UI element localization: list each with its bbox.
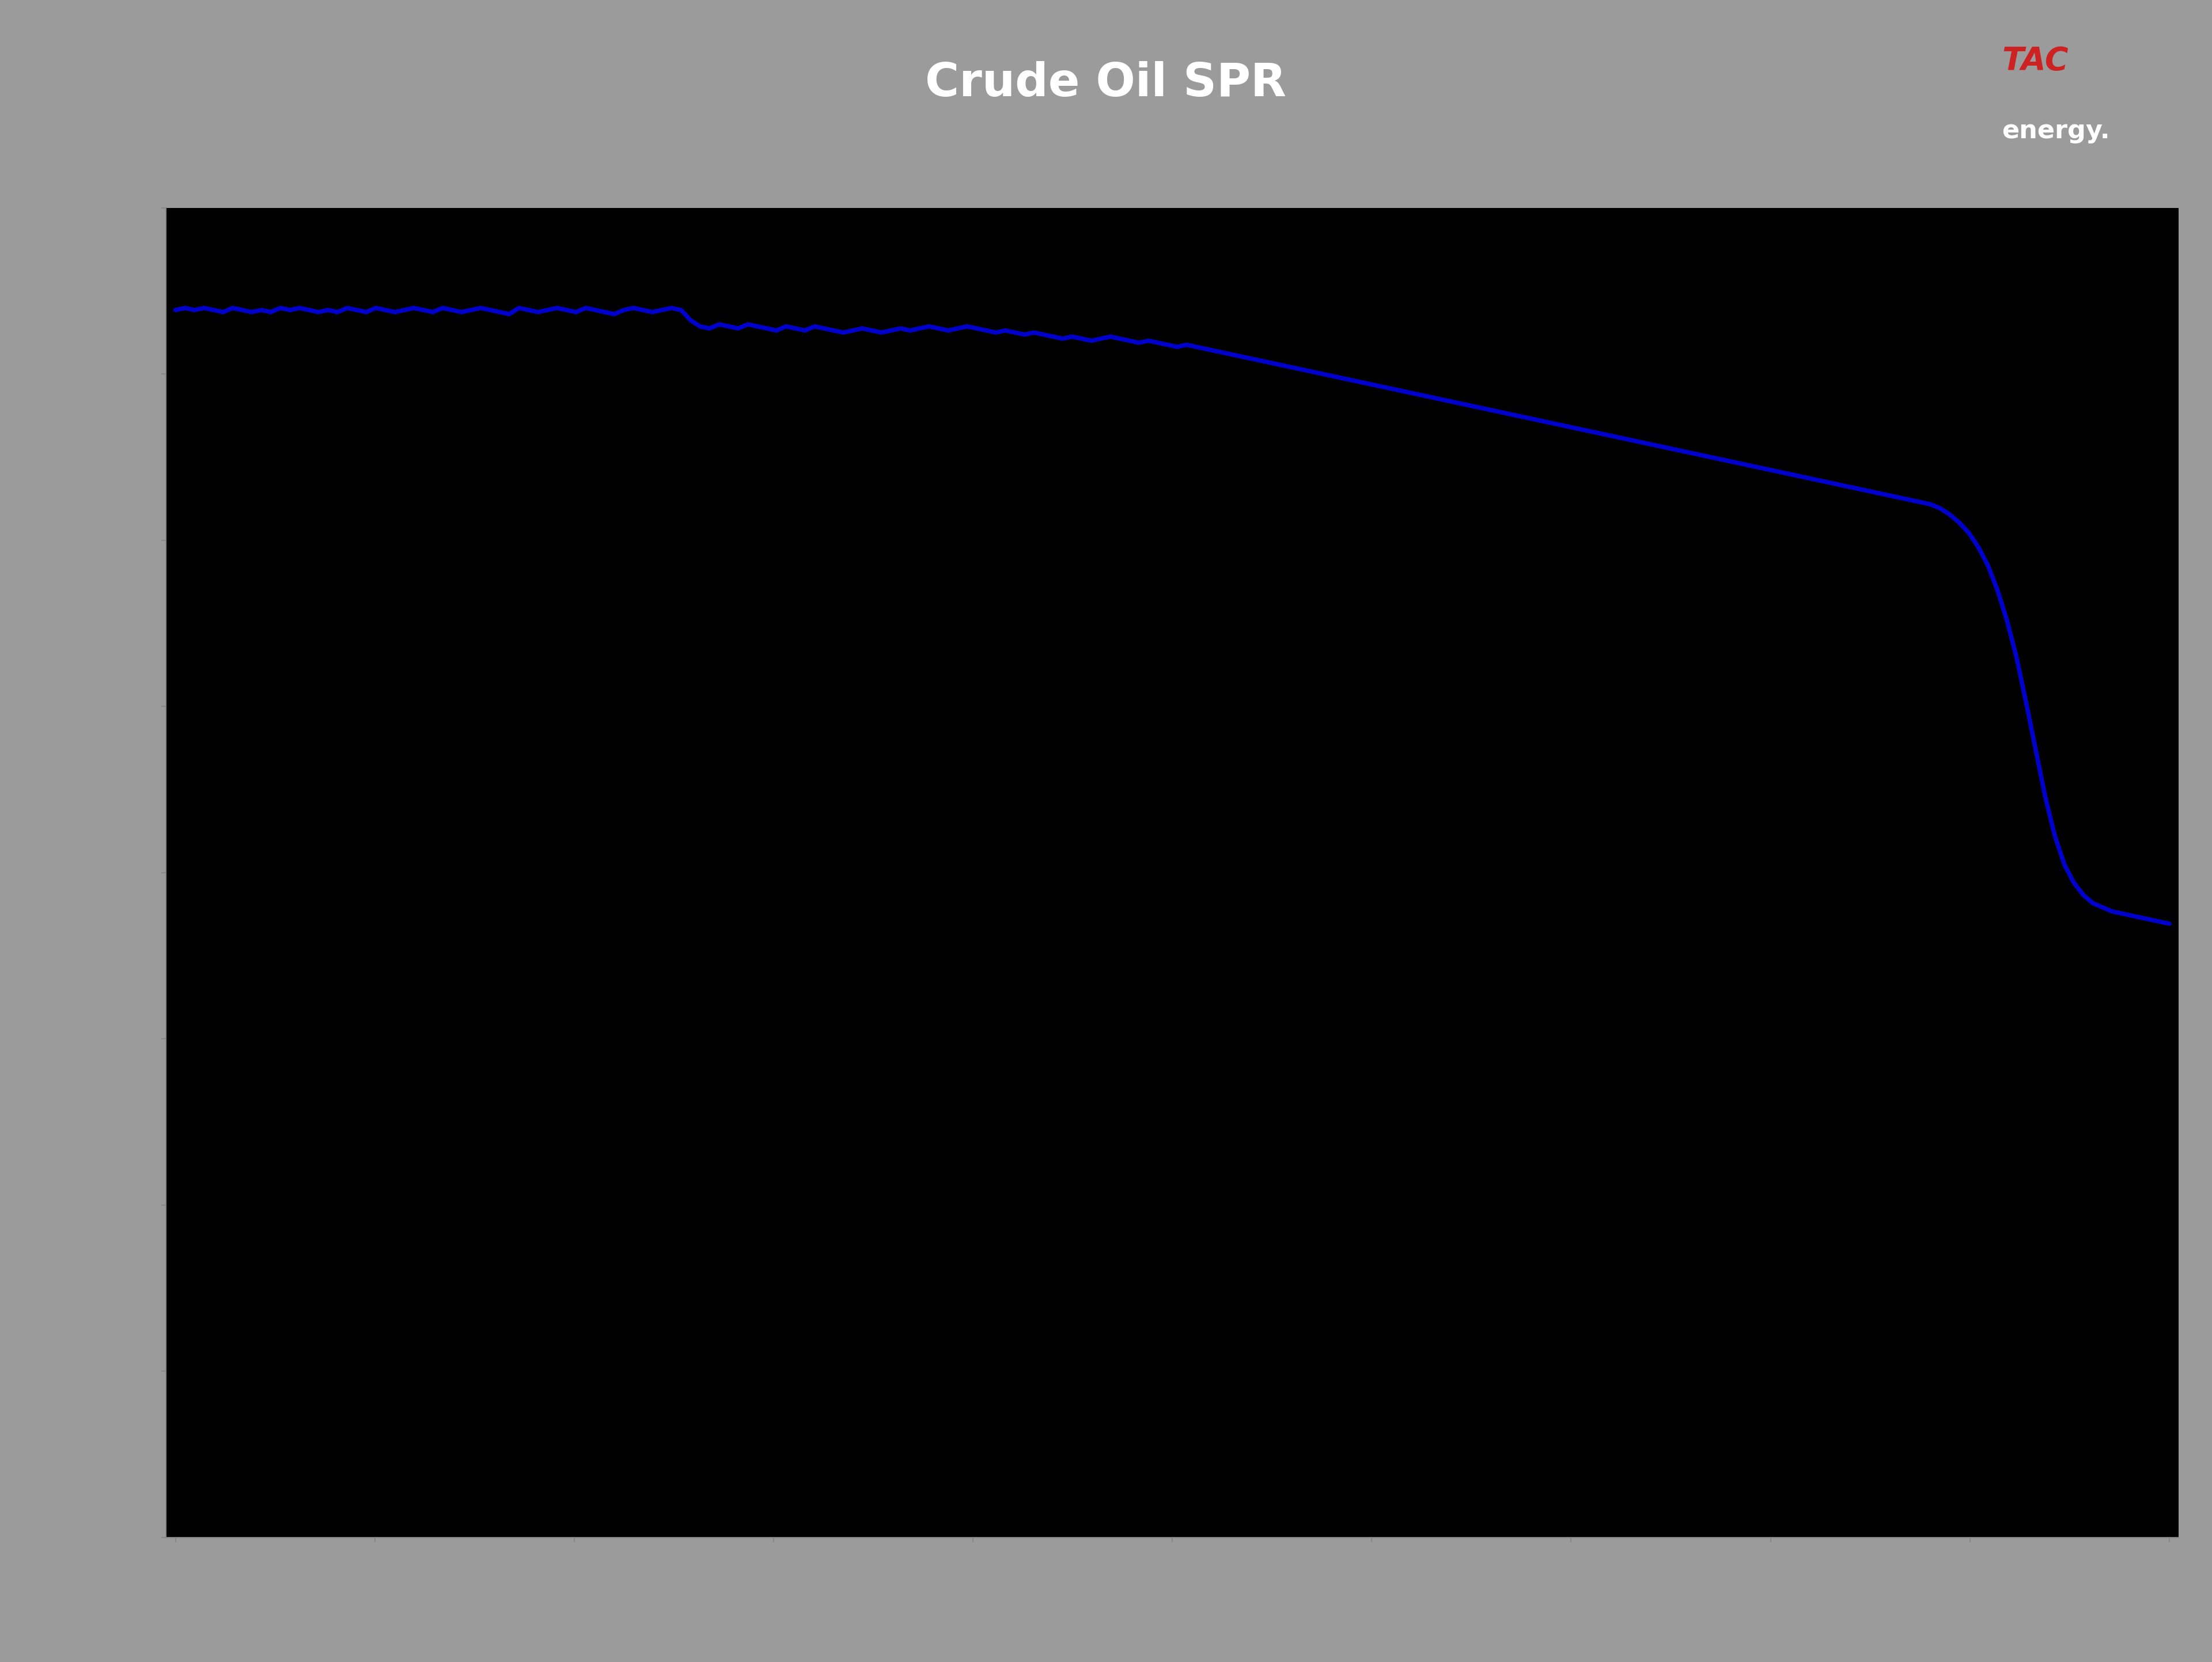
Text: energy.: energy. bbox=[2002, 118, 2110, 143]
Text: TAC: TAC bbox=[2002, 45, 2068, 76]
Text: Crude Oil SPR: Crude Oil SPR bbox=[925, 61, 1287, 106]
